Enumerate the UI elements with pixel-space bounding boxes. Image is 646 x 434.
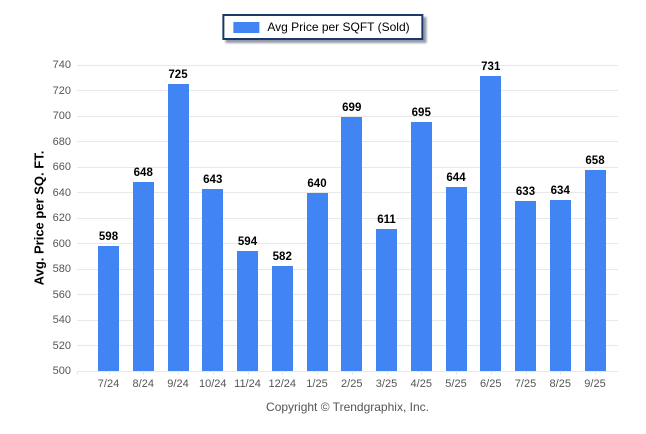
bar-value-label: 695 [411,107,431,120]
bar-value-label: 594 [237,236,258,249]
x-tick-label: 5/25 [445,378,467,390]
bar-7/25 [515,201,536,371]
bar-value-label: 598 [98,231,119,244]
gridline [77,90,618,91]
x-tick-label: 7/24 [97,378,120,390]
x-tick [178,371,179,375]
bar-7/24 [98,246,119,371]
gridline [77,64,618,66]
bar-9/25 [584,169,606,371]
y-tick-label: 640 [52,186,71,199]
bar-4/25 [410,122,432,371]
bar-3/25 [376,229,397,371]
chart-legend: Avg Price per SQFT (Sold) [222,14,424,40]
x-tick [490,371,492,375]
bar-value-label: 699 [342,102,362,115]
bar-value-label: 658 [585,154,605,167]
x-tick [560,371,562,375]
y-tick-label: 720 [52,84,71,97]
x-tick-label: 8/25 [549,378,571,390]
x-tick-label: 7/25 [514,378,537,390]
y-tick-label: 580 [52,263,71,275]
bar-8/25 [549,200,571,371]
y-tick-label: 660 [52,161,71,173]
bar-value-label: 633 [515,186,536,199]
x-tick-label: 11/24 [234,378,261,390]
x-axis-line [77,371,618,372]
y-tick-label: 700 [52,110,71,122]
bar-12/24 [271,266,293,371]
bar-11/24 [237,251,258,371]
bar-5/25 [445,187,467,371]
legend-series-label: Avg Price per SQFT (Sold) [267,20,410,34]
x-tick [282,371,284,375]
bar-value-label: 725 [168,69,188,82]
bar-10/24 [202,188,224,371]
y-tick-label: 740 [52,59,71,71]
y-tick-label: 560 [52,288,71,301]
x-tick [456,371,457,375]
copyright-text: Copyright © Trendgraphix, Inc. [266,400,429,414]
x-axis: 7/24 8/24 9/24 10/24 11/24 12/24 1/25 2/25 3/25 4… [77,378,618,392]
bar-value-label: 731 [481,61,501,74]
x-tick [525,371,527,375]
bar-value-label: 644 [446,172,466,185]
x-tick-label: 9/24 [167,378,189,390]
x-tick-label: 9/25 [584,378,606,390]
x-tick [317,371,318,375]
bar-value-label: 634 [550,185,570,198]
bar-value-label: 611 [377,214,396,227]
bar-8/24 [132,182,154,371]
x-tick-label: 8/24 [132,378,154,390]
bar-value-label: 648 [133,167,153,180]
bar-9/24 [167,84,189,371]
y-axis: 740 720 700 680 660 640 620 600 580 560 540 520 500 [0,59,71,377]
x-tick-label: 6/25 [480,378,502,390]
x-tick [421,371,423,375]
gridline [77,115,618,117]
x-tick [143,371,145,375]
y-tick-label: 540 [52,314,71,326]
x-tick [351,371,353,375]
x-tick [386,371,388,375]
x-tick [77,371,78,375]
y-tick-label: 520 [52,339,71,352]
x-tick-label: 10/24 [198,378,227,390]
bar-value-label: 582 [272,251,292,264]
y-tick-label: 500 [52,365,71,377]
bar-2/25 [341,117,363,371]
bar-value-label: 643 [203,173,223,186]
y-tick-label: 600 [52,237,71,250]
plot-area: 598 648 725 643 594 582 640 699 611 695 644 731 633 6… [77,61,618,375]
bar-6/25 [480,76,502,371]
y-tick-label: 620 [52,212,71,224]
bar-1/25 [306,192,328,371]
x-tick-label: 4/25 [410,378,432,390]
x-tick [108,371,110,375]
legend-swatch [233,21,260,33]
x-tick-label: 3/25 [375,378,398,390]
x-tick [595,371,596,375]
y-tick-label: 680 [52,135,71,148]
x-tick-label: 12/24 [268,378,297,390]
bar-value-label: 640 [307,177,327,190]
x-tick [212,371,214,375]
x-tick [247,371,249,375]
x-tick-label: 2/25 [341,378,363,390]
x-tick-label: 1/25 [306,378,328,390]
